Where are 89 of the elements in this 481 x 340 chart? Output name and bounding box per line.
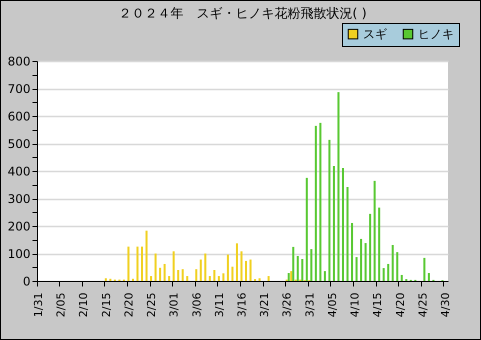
y-tick-label: 800 [8,54,30,68]
bar [146,230,148,281]
x-tick-label: 4/05 [326,292,339,318]
bar [392,244,394,281]
bar [150,276,152,281]
bar [177,270,180,281]
y-tick-label: 400 [8,164,30,178]
bar [332,166,335,281]
bar [374,180,376,281]
y-tick-label: 100 [8,247,30,261]
bar [159,268,162,281]
bar [213,270,216,281]
bar [186,276,188,281]
legend-label: スギ [363,27,387,42]
bar [378,208,380,281]
bar [423,258,426,281]
bar [136,246,139,281]
bar [292,246,294,281]
bar [324,271,326,281]
bar [140,246,144,281]
bar [387,264,390,281]
bar [104,278,107,281]
x-tick-label: 2/15 [100,292,113,318]
x-tick-label: 2/05 [54,292,68,318]
bar [290,271,292,281]
bar [400,274,403,281]
bar [244,260,248,281]
bar [288,273,290,281]
x-tick-label: 2/20 [122,292,136,318]
x-tick-label: 1/31 [32,292,46,318]
y-tick-label: 700 [8,82,30,96]
bar [364,243,367,281]
bar [218,276,220,281]
y-tick-label: 600 [8,110,30,124]
bar [351,222,354,281]
x-tick-label: 4/10 [348,292,362,318]
x-tick-label: 4/15 [371,292,384,318]
bar [382,268,385,281]
bar [250,260,252,281]
x-tick-label: 3/06 [190,292,204,318]
x-tick-label: 2/10 [77,292,90,318]
bar [182,269,184,281]
bar [195,269,198,281]
y-tick-label: 500 [8,137,30,151]
bar [154,254,157,281]
x-tick-label: 3/16 [236,292,248,318]
x-tick-label: 4/30 [438,292,452,318]
bar [310,249,312,281]
bar [342,168,344,281]
bar [200,260,202,281]
bar [428,273,430,281]
bar [301,259,304,281]
bar [360,238,362,281]
bar [296,256,299,281]
x-tick-label: 3/21 [258,292,272,318]
bar [258,278,261,281]
bar [356,257,358,281]
x-tick-label: 3/31 [303,292,316,318]
bar [337,92,340,281]
x-tick-label: 2/25 [145,292,158,318]
chart-title: ２０２４年 スギ・ヒノキ花粉飛散状況( ) [118,6,367,22]
bar [236,243,238,281]
bar [127,246,130,281]
bar [222,273,224,281]
x-tick-label: 3/11 [212,292,226,318]
y-tick-label: 200 [8,220,30,234]
bar [226,254,229,281]
x-tick-label: 3/01 [168,292,181,318]
bar [268,276,270,281]
y-tick-label: 300 [8,192,30,206]
bar [164,264,166,281]
bar [346,186,349,281]
x-tick-label: 3/26 [280,292,294,318]
bar [306,178,308,281]
bar [314,126,317,281]
bar [396,252,398,281]
bar [168,276,170,281]
bar [172,251,175,281]
bar [319,122,322,281]
bar [231,266,234,281]
bar [328,140,330,281]
bar [240,251,242,281]
y-tick-label: 0 [22,274,30,288]
x-tick-label: 4/25 [416,292,430,318]
bar [369,214,372,281]
legend-label: ヒノキ [418,27,454,42]
x-tick-label: 4/20 [394,292,407,318]
bar [208,276,211,281]
bar [204,254,206,281]
